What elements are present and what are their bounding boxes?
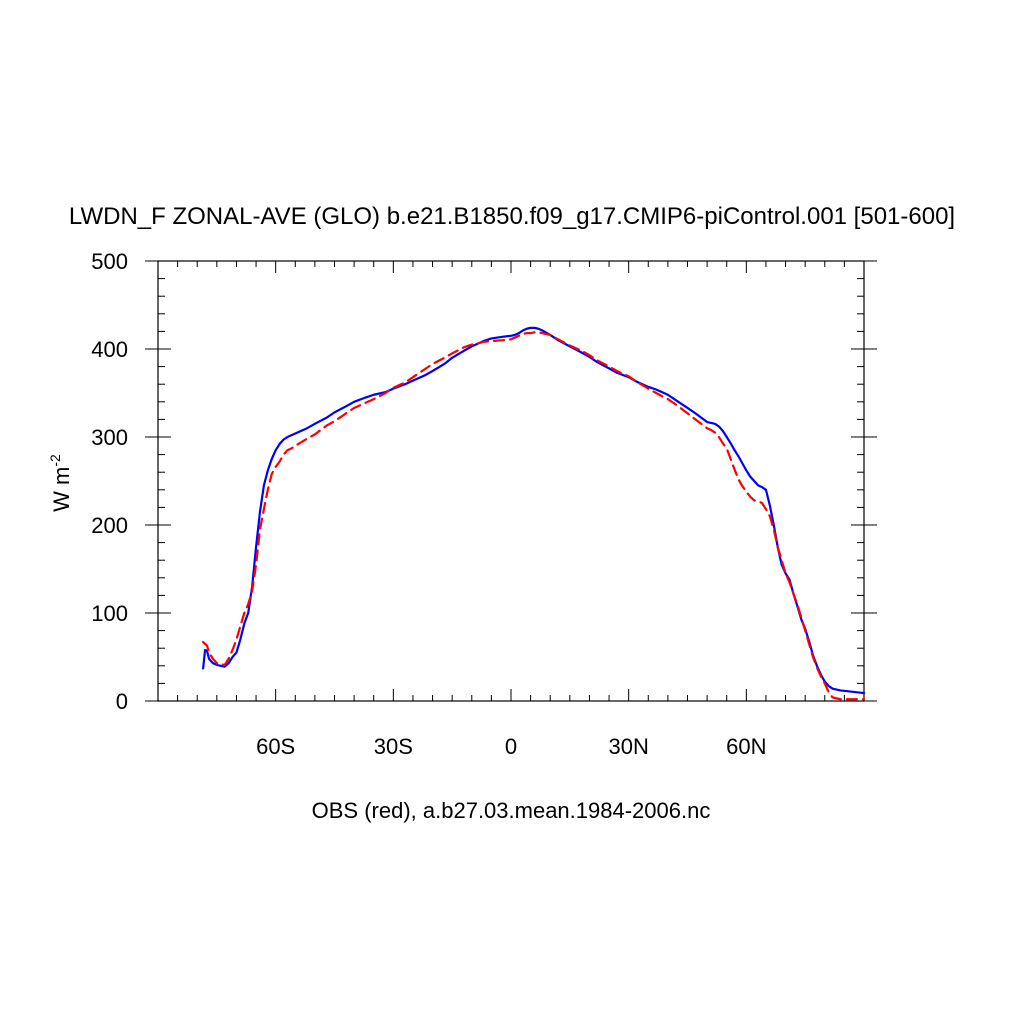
- y-axis-ticks: 0 100 200 300 400 500: [91, 249, 877, 714]
- x-tick-label: 60S: [256, 734, 295, 759]
- x-axis-ticks: 60S 30S 0 30N 60N: [157, 261, 865, 759]
- chart-title: LWDN_F ZONAL-AVE (GLO) b.e21.B1850.f09_g…: [69, 203, 955, 230]
- y-axis-label: W m-2: [47, 454, 74, 512]
- y-tick-label: 300: [91, 425, 128, 450]
- x-tick-label: 60N: [726, 734, 766, 759]
- series-group: [202, 326, 866, 701]
- x-axis-label: OBS (red), a.b27.03.mean.1984-2006.nc: [312, 798, 711, 823]
- y-axis-label-superscript: -2: [47, 454, 63, 467]
- y-tick-label: 100: [91, 601, 128, 626]
- y-tick-label: 400: [91, 337, 128, 362]
- plot-border: [157, 260, 865, 702]
- x-tick-label: 30N: [608, 734, 648, 759]
- y-axis-label-base: W m: [49, 467, 74, 512]
- y-tick-label: 500: [91, 249, 128, 274]
- model-series-line: [202, 326, 866, 695]
- x-tick-label: 0: [505, 734, 517, 759]
- y-tick-label: 200: [91, 513, 128, 538]
- obs-series-line: [202, 331, 866, 701]
- plot-frame: [157, 260, 865, 702]
- x-tick-label: 30S: [374, 734, 413, 759]
- y-tick-label: 0: [116, 689, 128, 714]
